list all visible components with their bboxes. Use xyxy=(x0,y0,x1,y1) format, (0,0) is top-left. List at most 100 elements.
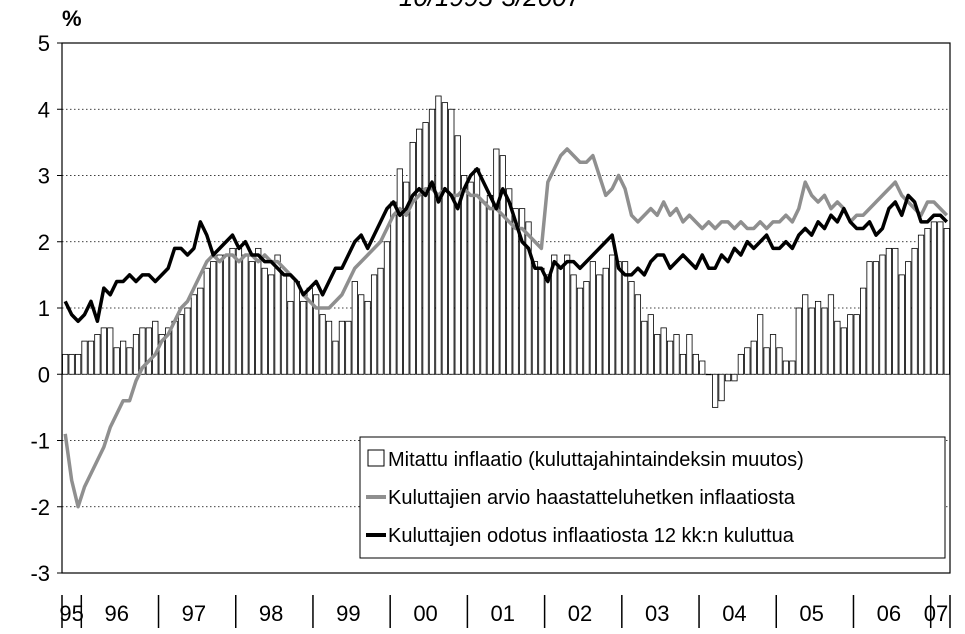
bar xyxy=(564,254,571,375)
x-tick-label: 05 xyxy=(799,601,823,626)
bar xyxy=(776,347,783,375)
bar xyxy=(750,340,757,375)
x-tick-label: 02 xyxy=(568,601,592,626)
bar xyxy=(834,320,841,375)
bar xyxy=(609,254,616,375)
bar xyxy=(74,353,82,375)
bar xyxy=(300,300,307,375)
bar xyxy=(248,261,255,375)
bar xyxy=(795,307,802,375)
bar xyxy=(158,334,165,375)
line-series xyxy=(63,167,949,323)
bar xyxy=(255,247,262,375)
bar xyxy=(107,327,114,375)
bar xyxy=(827,294,835,375)
bar xyxy=(615,261,622,375)
bar xyxy=(641,320,648,375)
chart-title: 10/1995-3/2007 xyxy=(399,0,583,12)
bar xyxy=(383,241,391,375)
bar xyxy=(62,353,69,375)
bar xyxy=(917,234,925,375)
bar xyxy=(686,334,693,375)
bar xyxy=(551,254,558,375)
bar xyxy=(847,314,854,375)
bar xyxy=(268,274,275,375)
bar xyxy=(242,254,249,375)
bar xyxy=(165,327,172,375)
bar xyxy=(699,360,706,375)
bar xyxy=(403,181,410,375)
bar xyxy=(544,274,551,375)
legend-swatch xyxy=(367,449,385,467)
x-tick-label: 00 xyxy=(413,601,437,626)
bar xyxy=(885,247,892,375)
bar xyxy=(814,300,822,375)
bar xyxy=(538,267,545,375)
bar xyxy=(576,287,584,375)
bar xyxy=(94,334,101,375)
bar xyxy=(416,128,423,375)
bar xyxy=(409,141,416,375)
x-tick-label: 03 xyxy=(645,601,669,626)
bar xyxy=(325,320,333,375)
x-tick-label: 95 xyxy=(59,601,83,626)
bar xyxy=(68,353,75,375)
bar xyxy=(87,340,95,375)
bar xyxy=(518,208,526,375)
x-tick-label: 06 xyxy=(877,601,901,626)
bar xyxy=(441,102,448,375)
legend-box xyxy=(359,436,946,559)
bar xyxy=(673,334,680,375)
bar xyxy=(596,274,603,375)
bar xyxy=(229,247,236,375)
bar xyxy=(332,340,339,375)
bar xyxy=(319,314,326,375)
bar xyxy=(390,201,397,375)
bar xyxy=(634,294,642,375)
bar xyxy=(898,274,905,375)
x-tick-label: 04 xyxy=(722,601,746,626)
y-tick-label: 3 xyxy=(38,164,50,189)
bar xyxy=(892,247,899,375)
bar xyxy=(210,261,217,375)
bar xyxy=(274,254,281,375)
bar xyxy=(647,314,654,375)
bar xyxy=(525,221,532,375)
bar xyxy=(216,254,223,375)
bar xyxy=(480,201,487,375)
bar xyxy=(911,247,918,375)
bar xyxy=(718,373,725,402)
plot-border xyxy=(61,42,951,574)
bar xyxy=(943,228,950,375)
bar xyxy=(132,334,140,375)
x-tick-label: 96 xyxy=(104,601,128,626)
bar xyxy=(724,373,732,382)
x-tick-label: 98 xyxy=(259,601,283,626)
y-tick-label: 1 xyxy=(38,296,50,321)
bar xyxy=(866,261,873,375)
bar xyxy=(744,347,751,375)
bar xyxy=(190,294,198,375)
bar xyxy=(506,188,513,375)
bar xyxy=(396,168,403,375)
bar xyxy=(821,307,828,375)
bar xyxy=(467,181,474,375)
bar xyxy=(171,320,178,375)
bar xyxy=(937,221,944,375)
bar xyxy=(145,327,152,375)
bar xyxy=(905,261,912,375)
bar xyxy=(499,155,506,375)
bar xyxy=(235,247,243,375)
bar xyxy=(377,267,384,375)
bar xyxy=(120,340,127,375)
bar xyxy=(802,294,809,375)
bar xyxy=(261,267,268,375)
bar xyxy=(589,261,596,375)
bar xyxy=(757,314,764,375)
bar xyxy=(769,334,777,375)
legend-label: Kuluttajien odotus inflaatiosta 12 kk:n … xyxy=(388,525,795,547)
y-tick-label: 4 xyxy=(38,97,50,122)
bar xyxy=(853,314,860,375)
y-axis-label: % xyxy=(62,6,82,31)
